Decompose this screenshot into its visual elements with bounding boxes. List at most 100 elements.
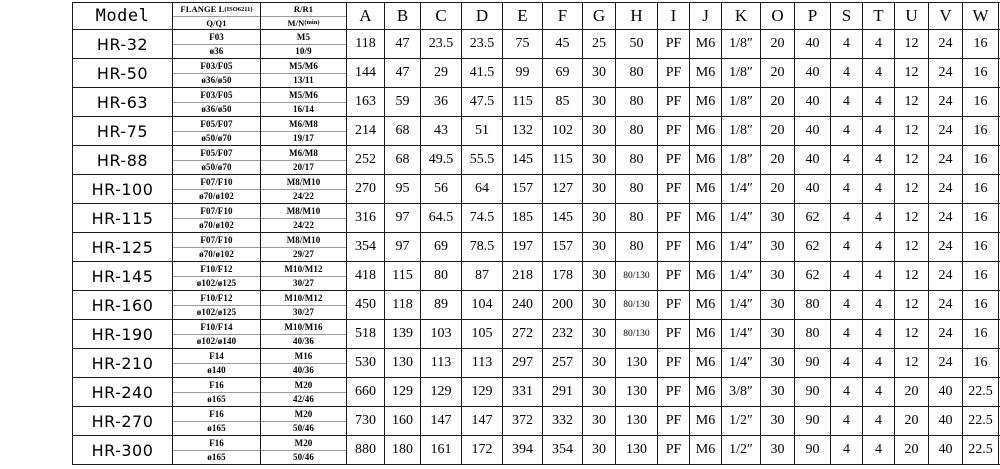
dimension-cell-v: 24 xyxy=(928,261,963,291)
table-row: HR-145 F10/F12 ø102/ø125 M10/M12 30/27 418 115… xyxy=(72,261,1000,291)
dimension-cell-i: PF xyxy=(657,377,690,407)
dimension-cell-w: 16 xyxy=(962,261,999,291)
column-header-k: K xyxy=(721,2,761,30)
dimension-cell-e: 372 xyxy=(502,406,543,436)
dimension-cell-p: 40 xyxy=(794,145,831,175)
dimension-cell-o: 30 xyxy=(760,406,795,436)
dimension-cell-i: PF xyxy=(657,406,690,436)
column-header-v: V xyxy=(928,2,963,30)
dimension-cell-c: 49.5 xyxy=(420,145,462,175)
dimension-cell-j: M6 xyxy=(689,406,722,436)
flange-type-cell: F07/F10 ø70/ø102 xyxy=(172,203,261,233)
thread-size-cell: M16 40/36 xyxy=(260,348,347,378)
dimension-cell-i: PF xyxy=(657,203,690,233)
dimension-cell-b: 160 xyxy=(384,406,421,436)
dimension-cell-h: 130 xyxy=(615,435,658,465)
dimension-cell-v: 24 xyxy=(928,58,963,88)
dimension-cell-j: M6 xyxy=(689,203,722,233)
dimension-cell-p: 62 xyxy=(794,203,831,233)
dimension-cell-h: 80 xyxy=(615,174,658,204)
thread-size: M8/M10 xyxy=(286,205,321,216)
dimension-cell-w: 16 xyxy=(962,319,999,349)
dimension-cell-p: 90 xyxy=(794,435,831,465)
flange-type-cell: F05/F07 ø50/ø70 xyxy=(172,145,261,175)
table-row: HR-300 F16 ø165 M20 50/46 880 180 161 172 394 354 3… xyxy=(72,435,1000,465)
dimension-cell-f: 115 xyxy=(542,145,583,175)
dimension-cell-o: 20 xyxy=(760,87,795,117)
dimension-cell-j: M6 xyxy=(689,435,722,465)
column-header-model: Model xyxy=(72,2,173,30)
table-row: HR-63 F03/F05 ø36/ø50 M5/M6 16/14 163 59 36 47.5… xyxy=(72,87,1000,117)
flange-diameter: ø70/ø102 xyxy=(199,191,234,202)
dimension-cell-f: 145 xyxy=(542,203,583,233)
dimension-cell-a: 518 xyxy=(346,319,385,349)
dimension-cell-t: 4 xyxy=(862,174,895,204)
dimension-cell-k: 1/8″ xyxy=(721,145,761,175)
dimension-cell-p: 40 xyxy=(794,116,831,146)
table-row: HR-270 F16 ø165 M20 50/46 730 160 147 147 372 332 3… xyxy=(72,406,1000,436)
flange-type: F03/F05 xyxy=(200,89,233,100)
flange-type: F03/F05 xyxy=(200,60,233,71)
dimension-cell-d: 147 xyxy=(461,406,503,436)
model-name-cell: HR-115 xyxy=(72,203,173,233)
column-header-p: P xyxy=(794,2,831,30)
dimension-cell-g: 30 xyxy=(582,290,616,320)
dimension-cell-c: 56 xyxy=(420,174,462,204)
dimension-cell-s: 4 xyxy=(830,319,863,349)
thread-depth: 24/22 xyxy=(292,191,314,202)
dimension-cell-g: 30 xyxy=(582,58,616,88)
dimension-cell-c: 103 xyxy=(420,319,462,349)
dimension-cell-a: 880 xyxy=(346,435,385,465)
dimension-cell-w: 22.5 xyxy=(962,406,999,436)
dimension-cell-g: 30 xyxy=(582,174,616,204)
dimension-cell-j: M6 xyxy=(689,261,722,291)
thread-size: M8/M10 xyxy=(286,234,321,245)
dimension-cell-u: 20 xyxy=(894,406,929,436)
model-name-cell: HR-63 xyxy=(72,87,173,117)
dimension-cell-v: 24 xyxy=(928,319,963,349)
dimension-cell-i: PF xyxy=(657,58,690,88)
dimension-cell-k: 1/8″ xyxy=(721,87,761,117)
dimension-cell-o: 20 xyxy=(760,29,795,59)
dimension-cell-s: 4 xyxy=(830,348,863,378)
dimension-cell-e: 240 xyxy=(502,290,543,320)
dimension-cell-h: 80 xyxy=(615,58,658,88)
dimension-cell-f: 291 xyxy=(542,377,583,407)
dimension-cell-a: 144 xyxy=(346,58,385,88)
dimension-cell-i: PF xyxy=(657,29,690,59)
table-row: HR-32 F03 ø36 M5 10/9 118 47 23.5 23.5 75 45 25 50 PF… xyxy=(72,29,1000,59)
flange-iso-standard: (ISO6211) xyxy=(224,5,253,13)
dimension-cell-t: 4 xyxy=(862,261,895,291)
dimension-cell-w: 16 xyxy=(962,174,999,204)
column-header-u: U xyxy=(894,2,929,30)
thread-size-cell: M6/M8 20/17 xyxy=(260,145,347,175)
flange-type: F03 xyxy=(209,31,224,42)
column-header-e: E xyxy=(502,2,543,30)
table-row: HR-115 F07/F10 ø70/ø102 M8/M10 24/22 316 97 64.… xyxy=(72,203,1000,233)
dimension-cell-d: 87 xyxy=(461,261,503,291)
dimension-cell-g: 30 xyxy=(582,406,616,436)
flange-diameter: ø50/ø70 xyxy=(201,133,232,144)
dimension-cell-c: 29 xyxy=(420,58,462,88)
dimension-cell-u: 12 xyxy=(894,116,929,146)
table-row: HR-125 F07/F10 ø70/ø102 M8/M10 29/27 354 97 69 7… xyxy=(72,232,1000,262)
flange-diameter: ø165 xyxy=(207,452,226,463)
thread-size: M5/M6 xyxy=(289,89,318,100)
dimension-cell-k: 1/8″ xyxy=(721,29,761,59)
dimension-cell-j: M6 xyxy=(689,58,722,88)
header-row: Model FLANGE L (ISO6211) Q/Q1 R/R1 M/N (mi… xyxy=(72,2,1000,30)
dimension-cell-a: 163 xyxy=(346,87,385,117)
dimension-cell-h: 80 xyxy=(615,87,658,117)
dimension-cell-c: 64.5 xyxy=(420,203,462,233)
dimension-cell-v: 40 xyxy=(928,377,963,407)
dimension-cell-h: 80 xyxy=(615,116,658,146)
thread-size-cell: M8/M10 24/22 xyxy=(260,174,347,204)
column-header-w: W xyxy=(962,2,999,30)
dimension-cell-d: 105 xyxy=(461,319,503,349)
dimension-cell-v: 24 xyxy=(928,232,963,262)
flange-type-cell: F10/F14 ø102/ø140 xyxy=(172,319,261,349)
dimension-cell-j: M6 xyxy=(689,290,722,320)
dimension-cell-h: 80 xyxy=(615,145,658,175)
dimension-cell-i: PF xyxy=(657,87,690,117)
dimension-cell-v: 24 xyxy=(928,145,963,175)
